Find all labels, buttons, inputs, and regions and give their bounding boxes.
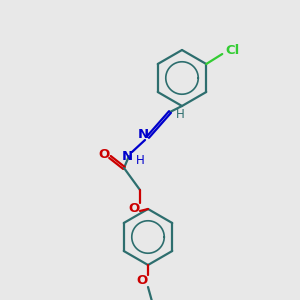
- Text: N: N: [122, 149, 133, 163]
- Text: O: O: [98, 148, 110, 160]
- Text: O: O: [128, 202, 140, 214]
- Text: Cl: Cl: [225, 44, 239, 58]
- Text: N: N: [137, 128, 148, 140]
- Text: H: H: [176, 109, 184, 122]
- Text: O: O: [136, 274, 148, 287]
- Text: H: H: [136, 154, 144, 167]
